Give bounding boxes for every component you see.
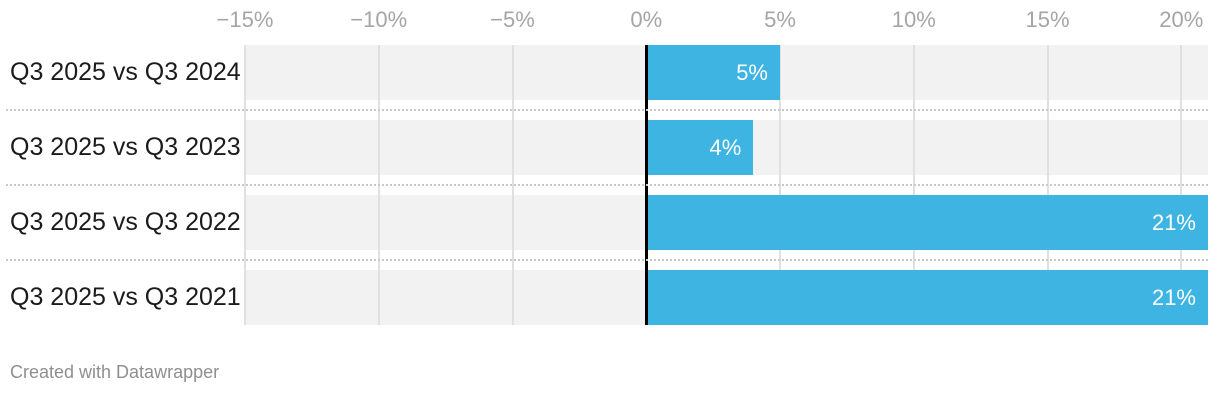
x-axis-tick-label: 5% [764, 7, 796, 32]
bar: 4% [646, 120, 754, 175]
row-separator [6, 109, 1208, 111]
x-axis-tick-label: 10% [891, 7, 936, 32]
row-category-label: Q3 2025 vs Q3 2022 [10, 208, 241, 236]
x-axis: −15% −10% −5% 0% 5% 10% 15% 20% [217, 2, 1208, 38]
row-separator [6, 184, 1208, 186]
x-axis-tick-label: −15% [216, 7, 274, 32]
datawrapper-credit: Created with Datawrapper [10, 362, 220, 382]
bar: 21% [646, 270, 1208, 325]
bar: 5% [646, 45, 780, 100]
bar-value-label: 21% [1151, 209, 1196, 235]
bar-value-label: 5% [736, 59, 768, 85]
x-axis-tick-label: 20% [1159, 7, 1204, 32]
bar-value-label: 4% [709, 134, 742, 160]
bar: 21% [646, 195, 1208, 250]
x-axis-tick-label: −5% [490, 7, 535, 32]
bar-value-label: 21% [1151, 284, 1196, 310]
x-axis-tick-label: 15% [1025, 7, 1070, 32]
row-category-label: Q3 2025 vs Q3 2024 [10, 58, 241, 86]
row-separator [6, 259, 1208, 261]
x-axis-tick-label: 0% [630, 7, 663, 32]
x-axis-tick-label: −10% [350, 7, 408, 32]
row-category-label: Q3 2025 vs Q3 2021 [10, 283, 241, 311]
row-category-label: Q3 2025 vs Q3 2023 [10, 133, 241, 161]
